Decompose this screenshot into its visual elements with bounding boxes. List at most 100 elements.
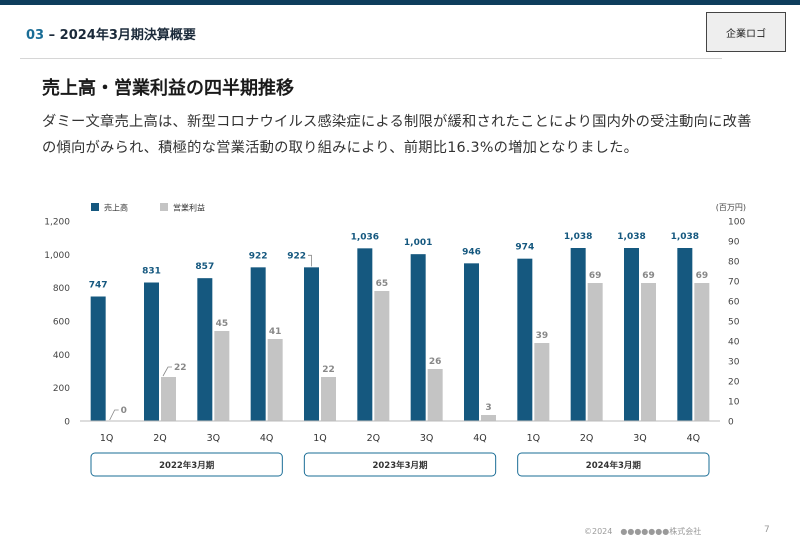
- profit-value-label: 0: [121, 406, 127, 416]
- period-label: 2023年3月期: [372, 460, 428, 471]
- sales-value-label: 1,036: [351, 232, 379, 242]
- bar-sales: [677, 248, 693, 421]
- left-axis-tick-label: 1,200: [44, 218, 70, 228]
- legend-label-profit: 営業利益: [173, 203, 205, 213]
- bar-profit: [374, 291, 390, 421]
- bar-sales: [410, 254, 426, 421]
- section-number: 03: [26, 28, 45, 43]
- profit-value-label: 41: [269, 327, 282, 337]
- sales-value-label: 946: [462, 247, 481, 257]
- category-tick-label: 3Q: [207, 433, 221, 444]
- period-box: [303, 452, 497, 477]
- bar-sales: [357, 248, 373, 421]
- axis-unit-label: (百万円): [716, 203, 746, 212]
- bar-sales: [624, 248, 639, 421]
- left-axis-tick-label: 800: [53, 284, 70, 294]
- right-axis-tick-label: 50: [728, 318, 740, 328]
- legend-swatch-sales: [91, 203, 99, 211]
- bar-sales: [517, 258, 533, 421]
- left-axis-tick-label: 200: [53, 384, 70, 394]
- profit-value-label: 39: [536, 331, 549, 341]
- legend-label-sales: 売上高: [104, 203, 128, 213]
- sales-value-label: 831: [142, 267, 161, 277]
- right-axis-tick-label: 60: [728, 298, 740, 308]
- bar-sales: [250, 267, 266, 421]
- category-tick-label: 4Q: [260, 433, 274, 444]
- category-tick-label: 4Q: [687, 433, 701, 444]
- sales-value-label: 974: [515, 243, 534, 253]
- sales-value-label: 747: [89, 281, 108, 291]
- period-label: 2024年3月期: [586, 460, 642, 471]
- bar-sales: [464, 263, 479, 421]
- logo-label: 企業ロゴ: [726, 28, 766, 40]
- bar-profit: [481, 415, 496, 421]
- bar-profit: [641, 283, 656, 421]
- category-tick-label: 3Q: [633, 433, 647, 444]
- sales-value-label: 1,038: [617, 232, 645, 242]
- sales-value-label: 1,038: [671, 232, 699, 242]
- left-axis-tick-label: 0: [64, 418, 70, 428]
- left-axis-tick-label: 1,000: [44, 251, 70, 261]
- right-axis-tick-label: 30: [728, 358, 740, 368]
- bar-profit: [534, 343, 550, 421]
- profit-value-label: 26: [429, 357, 442, 367]
- profit-value-label: 65: [376, 279, 389, 289]
- category-tick-label: 1Q: [100, 433, 114, 444]
- footer-copyright: ©2024 ●●●●●●●株式会社: [584, 527, 702, 536]
- bar-profit: [267, 339, 283, 421]
- profit-value-label: 22: [322, 365, 335, 375]
- profit-value-label: 69: [696, 271, 709, 281]
- period-label: 2022年3月期: [159, 460, 215, 471]
- section-title: 03 – 2024年3月期決算概要: [26, 28, 196, 43]
- bar-sales: [90, 296, 106, 421]
- bar-profit: [214, 331, 230, 421]
- company-logo-placeholder: 企業ロゴ: [706, 12, 786, 52]
- summary-paragraph: ダミー文章売上高は、新型コロナウイルス感染症による制限が緩和されたことにより国内…: [42, 114, 752, 156]
- bar-sales: [197, 278, 213, 421]
- profit-leader-line: [109, 409, 119, 421]
- category-tick-label: 2Q: [153, 433, 167, 444]
- sales-value-label: 922: [249, 251, 268, 261]
- bar-profit: [161, 377, 176, 421]
- bar-sales: [304, 267, 319, 421]
- bar-profit: [587, 283, 603, 421]
- bar-profit: [427, 369, 443, 421]
- page-heading: 売上高・営業利益の四半期推移: [42, 78, 294, 99]
- right-axis-tick-label: 0: [728, 418, 734, 428]
- right-axis-tick-label: 10: [728, 398, 740, 408]
- quarterly-chart: 02004006008001,0001,20001020304050607080…: [44, 203, 746, 477]
- sales-value-label: 1,001: [404, 238, 432, 248]
- sales-value-label: 922: [287, 251, 306, 261]
- period-box: [90, 452, 283, 477]
- category-tick-label: 2Q: [367, 433, 381, 444]
- profit-leader-line: [162, 366, 172, 377]
- section-title-text: 2024年3月期決算概要: [59, 28, 196, 43]
- right-axis-tick-label: 100: [728, 218, 745, 228]
- category-tick-label: 1Q: [527, 433, 541, 444]
- sales-value-label: 857: [195, 262, 214, 272]
- right-axis-tick-label: 20: [728, 378, 740, 388]
- page-number: 7: [764, 525, 770, 535]
- profit-value-label: 69: [589, 271, 602, 281]
- left-axis-tick-label: 400: [53, 351, 70, 361]
- profit-value-label: 45: [216, 319, 229, 329]
- category-tick-label: 1Q: [313, 433, 327, 444]
- right-axis-tick-label: 80: [728, 258, 740, 268]
- bar-sales: [570, 248, 586, 421]
- right-axis-tick-label: 40: [728, 338, 740, 348]
- right-axis-tick-label: 70: [728, 278, 740, 288]
- bar-profit: [694, 283, 710, 421]
- sales-leader-line: [308, 254, 312, 267]
- left-axis-tick-label: 600: [53, 318, 70, 328]
- legend-swatch-profit: [160, 203, 168, 211]
- right-axis-tick-label: 90: [728, 238, 740, 248]
- sales-value-label: 1,038: [564, 232, 592, 242]
- header-divider: [20, 58, 722, 59]
- category-tick-label: 3Q: [420, 433, 434, 444]
- profit-value-label: 22: [174, 363, 187, 373]
- period-box: [517, 452, 710, 477]
- top-accent-bar: [0, 0, 800, 5]
- bar-sales: [144, 282, 159, 421]
- profit-value-label: 69: [642, 271, 655, 281]
- bar-profit: [321, 377, 336, 421]
